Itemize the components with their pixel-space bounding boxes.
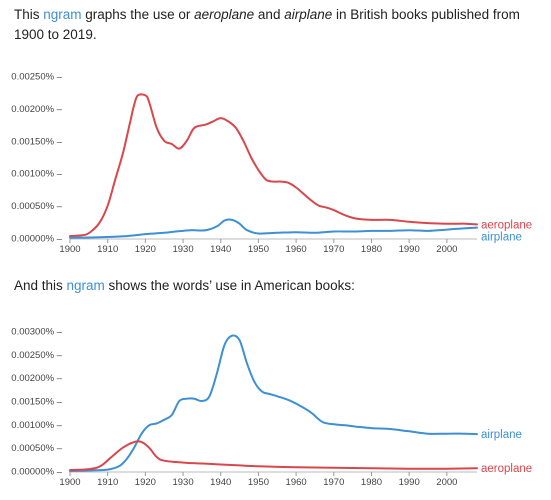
x-tick-label: 1900 xyxy=(59,477,80,488)
american-ngram-chart: 0.00000% – 0.00050% – 0.00100% – 0.00150% –… xyxy=(11,327,532,489)
y-tick-label: 0.00200% – xyxy=(11,104,62,115)
x-tick-label: 1990 xyxy=(399,244,420,255)
y-tick-label: 0.00250% – xyxy=(11,72,62,83)
series-line-aeroplane xyxy=(69,440,478,472)
intro-text: graphs the use or xyxy=(81,7,195,22)
y-tick-label: 0.00100% – xyxy=(11,420,62,431)
x-tick-label: 1920 xyxy=(135,477,156,488)
y-tick-label: 0.00000% – xyxy=(11,467,62,478)
intro-paragraph-american: And this ngram shows the words’ use in A… xyxy=(14,276,534,296)
x-tick-label: 1950 xyxy=(248,477,269,488)
y-tick-label: 0.00250% – xyxy=(11,350,62,361)
x-tick-label: 1950 xyxy=(248,244,269,255)
y-tick-label: 0.00150% – xyxy=(11,397,62,408)
series-line-aeroplane xyxy=(69,93,478,238)
x-tick-label: 2000 xyxy=(436,244,457,255)
x-tick-label: 1930 xyxy=(172,244,193,255)
intro-text: and xyxy=(254,7,285,22)
y-tick-label: 0.00100% – xyxy=(11,169,62,180)
intro-text: in British books published from 1900 to … xyxy=(14,7,520,42)
x-tick-label: 2000 xyxy=(436,477,457,488)
x-tick-label: 1930 xyxy=(172,477,193,488)
intro-text: shows the words’ use in American books: xyxy=(104,278,355,293)
x-tick-label: 1980 xyxy=(361,477,382,488)
x-tick-label: 1920 xyxy=(135,244,156,255)
x-tick-label: 1970 xyxy=(323,244,344,255)
y-tick-label: 0.00050% – xyxy=(11,201,62,212)
y-tick-label: 0.00200% – xyxy=(11,373,62,384)
word-airplane: airplane xyxy=(284,7,333,22)
x-tick-label: 1940 xyxy=(210,477,231,488)
series-label-airplane: airplane xyxy=(481,231,522,243)
series-label-aeroplane: aeroplane xyxy=(481,463,532,475)
intro-text: And this xyxy=(14,278,67,293)
word-aeroplane: aeroplane xyxy=(194,7,255,22)
y-tick-label: 0.00050% – xyxy=(11,443,62,454)
x-tick-label: 1960 xyxy=(286,244,307,255)
y-tick-label: 0.00300% – xyxy=(11,327,62,338)
intro-paragraph-british: This ngram graphs the use or aeroplane a… xyxy=(14,5,534,45)
series-label-aeroplane: aeroplane xyxy=(481,219,532,231)
series-label-airplane: airplane xyxy=(481,429,522,441)
ngram-link[interactable]: ngram xyxy=(66,278,105,293)
series-line-airplane xyxy=(69,334,478,472)
y-tick-label: 0.00150% – xyxy=(11,136,62,147)
x-tick-label: 1980 xyxy=(361,244,382,255)
intro-text: This xyxy=(14,7,44,22)
x-tick-label: 1910 xyxy=(97,477,118,488)
x-tick-label: 1990 xyxy=(399,477,420,488)
x-tick-label: 1940 xyxy=(210,244,231,255)
ngram-link[interactable]: ngram xyxy=(43,7,82,22)
y-tick-label: 0.00000% – xyxy=(11,234,62,245)
x-tick-label: 1900 xyxy=(59,244,80,255)
series-line-airplane xyxy=(69,218,478,239)
british-ngram-chart: 0.00000% – 0.00050% – 0.00100% – 0.00150% –… xyxy=(11,72,532,256)
x-tick-label: 1960 xyxy=(286,477,307,488)
x-tick-label: 1910 xyxy=(97,244,118,255)
x-tick-label: 1970 xyxy=(323,477,344,488)
